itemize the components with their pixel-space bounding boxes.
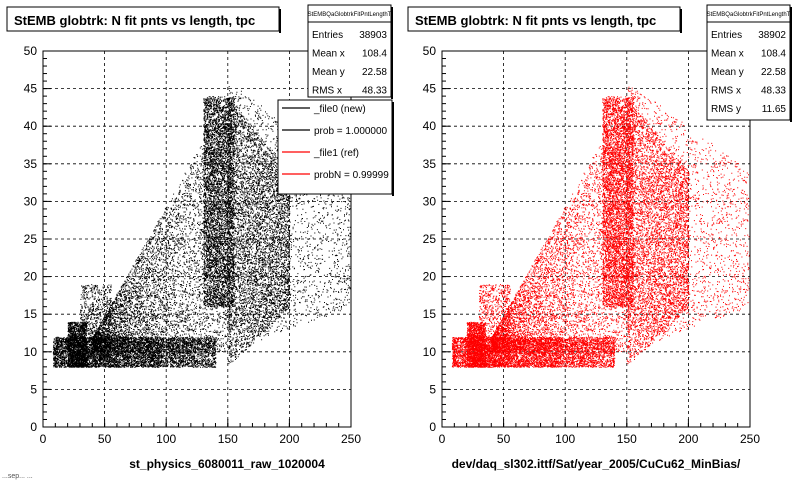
y-tick-label: 35 — [24, 157, 38, 171]
x-tick-label: 50 — [497, 432, 511, 446]
legend-box: _file0 (new) prob = 1.000000 _file1 (ref) p… — [277, 99, 394, 196]
x-tick-label: 150 — [218, 432, 238, 446]
y-tick-label: 45 — [423, 82, 437, 96]
y-tick-label: 5 — [429, 382, 436, 396]
left-x-axis-label: st_physics_6080011_raw_1020004 — [129, 457, 325, 471]
x-tick-label: 250 — [341, 432, 361, 446]
y-tick-label: 35 — [423, 157, 437, 171]
left-stats-name: StEMBQaGlobtrkFitPntLengthT — [308, 12, 392, 18]
y-tick-label: 0 — [30, 420, 37, 434]
right-stats-box: StEMBQaGlobtrkFitPntLengthT Entries 38902… — [706, 4, 792, 122]
legend-label: _file1 (ref) — [313, 148, 359, 159]
stats-row-value: 48.33 — [761, 86, 786, 97]
right-chart-title: StEMB globtrk: N fit pnts vs length, tpc — [415, 13, 656, 28]
y-tick-label: 50 — [24, 44, 38, 58]
y-tick-label: 10 — [24, 345, 38, 359]
y-tick-label: 40 — [24, 119, 38, 133]
right-scatter-points — [451, 86, 750, 368]
y-tick-label: 45 — [24, 82, 38, 96]
left-y-ticks: 0 5 10 15 20 25 30 35 40 45 50 — [24, 44, 51, 434]
scatter-point-cloud — [451, 86, 750, 368]
left-histogram-panel: 0 50 100 150 200 250 0 5 10 15 20 25 30 35 40 45 50 StE… — [6, 4, 394, 471]
left-x-ticks: 0 50 100 150 200 250 — [40, 419, 361, 446]
x-tick-label: 250 — [740, 432, 760, 446]
x-tick-label: 200 — [279, 432, 299, 446]
stats-row-value: 108.4 — [761, 49, 786, 60]
stats-row-label: RMS x — [312, 86, 342, 97]
right-histogram-panel: 0 50 100 150 200 250 0 5 10 15 20 25 30 35 40 45 50 StE… — [407, 4, 792, 471]
stats-row-value: 38903 — [359, 30, 387, 41]
stats-row-value: 38902 — [758, 30, 786, 41]
y-tick-label: 15 — [24, 307, 38, 321]
x-tick-label: 0 — [40, 432, 47, 446]
stats-row-value: 108.4 — [362, 49, 387, 60]
y-tick-label: 30 — [423, 194, 437, 208]
legend-label: prob = 1.000000 — [314, 126, 388, 137]
x-tick-label: 100 — [555, 432, 575, 446]
stats-row-value: 22.58 — [362, 67, 387, 78]
legend-label: _file0 (new) — [313, 104, 366, 115]
right-stats-name: StEMBQaGlobtrkFitPntLengthT — [707, 12, 791, 18]
right-x-ticks: 0 50 100 150 200 250 — [439, 419, 760, 446]
left-title-box — [6, 6, 280, 32]
stats-row-label: Mean x — [711, 49, 744, 60]
stats-row-label: Mean y — [711, 67, 744, 78]
right-title-box-shadow — [680, 9, 682, 33]
y-tick-label: 25 — [24, 232, 38, 246]
stats-row-label: RMS y — [711, 104, 741, 115]
x-tick-label: 50 — [98, 432, 112, 446]
left-chart-title: StEMB globtrk: N fit pnts vs length, tpc — [14, 13, 255, 28]
y-tick-label: 20 — [423, 270, 437, 284]
stats-row-value: 48.33 — [362, 86, 387, 97]
stats-row-value: 11.65 — [762, 104, 787, 115]
stats-row-label: Entries — [711, 30, 742, 41]
stats-row-label: RMS x — [711, 86, 741, 97]
legend-label: probN = 0.99999 — [314, 170, 389, 181]
x-tick-label: 200 — [678, 432, 698, 446]
y-tick-label: 40 — [423, 119, 437, 133]
y-tick-label: 25 — [423, 232, 437, 246]
x-tick-label: 150 — [617, 432, 637, 446]
y-tick-label: 20 — [24, 270, 38, 284]
left-title-box-shadow — [279, 9, 281, 33]
scatter-point-cloud — [52, 86, 351, 368]
stats-row-label: Mean y — [312, 67, 345, 78]
left-scatter-points — [52, 86, 351, 368]
y-tick-label: 0 — [429, 420, 436, 434]
stats-row-value: 22.58 — [761, 67, 786, 78]
y-tick-label: 50 — [423, 44, 437, 58]
stats-row-label: Mean x — [312, 49, 345, 60]
y-tick-label: 15 — [423, 307, 437, 321]
right-x-axis-label: dev/daq_sl302.ittf/Sat/year_2005/CuCu62_… — [452, 457, 741, 471]
right-y-ticks: 0 5 10 15 20 25 30 35 40 45 50 — [423, 44, 450, 434]
y-tick-label: 10 — [423, 345, 437, 359]
stats-row-label: Entries — [312, 30, 343, 41]
x-tick-label: 100 — [156, 432, 176, 446]
x-tick-label: 0 — [439, 432, 446, 446]
footer-fragment: ...sep... ... — [2, 473, 33, 480]
left-stats-box: StEMBQaGlobtrkFitPntLengthT Entries 38903… — [307, 4, 393, 99]
right-frame — [441, 50, 751, 428]
y-tick-label: 5 — [30, 382, 37, 396]
y-tick-label: 30 — [24, 194, 38, 208]
